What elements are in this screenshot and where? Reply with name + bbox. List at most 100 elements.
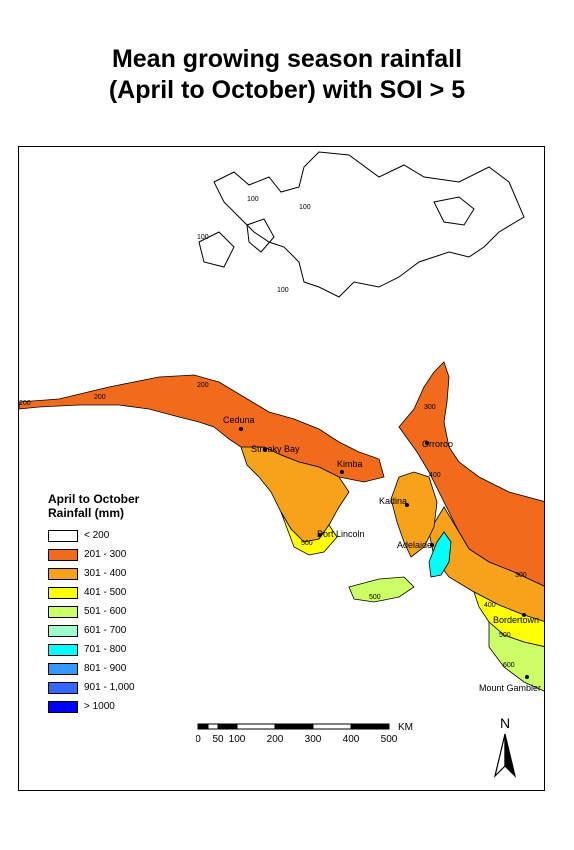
map-canvas: Ceduna Streaky Bay Kimba Orroroo Kadina … [19, 151, 544, 693]
label-ceduna: Ceduna [223, 415, 255, 425]
legend-swatch [48, 681, 78, 694]
scale-tick: 300 [305, 734, 322, 745]
scale-tick: 100 [229, 734, 246, 745]
town-dot-adelaide [430, 543, 434, 547]
town-dot-port-lincoln [318, 533, 322, 537]
legend-swatch [48, 586, 78, 599]
legend-items: < 200 201 - 300 301 - 400 401 - 500 501 - 60… [48, 526, 178, 716]
region-201-300-east [398, 361, 544, 587]
legend-swatch [48, 643, 78, 656]
region-yorke [390, 471, 438, 558]
label-orroroo: Orroroo [422, 439, 453, 449]
town-dot-ceduna [239, 427, 243, 431]
isohyet-label-200: 200 [19, 400, 31, 407]
title-line-1: Mean growing season rainfall [111, 45, 463, 73]
legend-title: April to October Rainfall (mm) [48, 492, 178, 520]
town-dot-kimba [340, 470, 344, 474]
isohyet-label-100: 100 [299, 204, 311, 211]
legend-swatch [48, 624, 78, 637]
contour-100-west [246, 218, 275, 253]
scale-tick: 50 [212, 734, 224, 745]
isohyet-label-200: 200 [197, 382, 209, 389]
label-streaky-bay: Streaky Bay [251, 444, 300, 454]
town-dot-bordertown [522, 613, 526, 617]
region-501-600-southeast [488, 621, 544, 692]
northern-contours [198, 151, 525, 298]
region-201-300-west [19, 374, 385, 483]
isohyet-labels: 100 100 100 100 200 200 200 300 400 300 … [19, 196, 527, 669]
legend-label: 401 - 500 [84, 587, 127, 598]
scale-segment [236, 723, 276, 730]
legend-item: 301 - 400 [48, 564, 178, 583]
isohyet-label-300: 300 [424, 404, 436, 411]
isohyet-label-300: 300 [515, 572, 527, 579]
legend-label: 901 - 1,000 [84, 682, 135, 693]
scale-tick: 400 [343, 734, 360, 745]
town-dot-kadina [405, 503, 409, 507]
scale-segment [217, 723, 238, 730]
north-arrow: N [490, 714, 520, 780]
scale-bar: 0 50 100 200 300 400 500 KM [195, 720, 426, 750]
isohyet-label-100: 100 [277, 287, 289, 294]
legend-label: 201 - 300 [84, 549, 127, 560]
isohyet-label-500: 500 [301, 540, 313, 547]
scale-tick: 500 [381, 734, 398, 745]
legend-title-line-2: Rainfall (mm) [48, 506, 125, 520]
region-401-500-eyre [280, 511, 338, 556]
scale-segment [197, 723, 209, 730]
scale-segment [312, 723, 352, 730]
isohyet-label-100: 100 [197, 234, 209, 241]
legend-label: 801 - 900 [84, 663, 127, 674]
scale-tick: 0 [196, 734, 201, 745]
legend-item: 801 - 900 [48, 659, 178, 678]
scale-segment [350, 723, 390, 730]
legend-title-line-1: April to October [48, 492, 140, 506]
isohyet-label-500: 500 [499, 632, 511, 639]
label-bordertown: Bordertown [493, 615, 539, 625]
label-kimba: Kimba [337, 459, 363, 469]
legend-label: < 200 [84, 530, 110, 541]
legend-item: < 200 [48, 526, 178, 545]
scale-tick: 200 [267, 734, 284, 745]
legend-item: 601 - 700 [48, 621, 178, 640]
legend-item: 701 - 800 [48, 640, 178, 659]
legend: April to October Rainfall (mm) < 200 201 … [48, 492, 178, 716]
label-port-lincoln: Port Lincoln [317, 529, 365, 539]
label-adelaide: Adelaide [397, 540, 432, 550]
isohyet-label-500: 500 [369, 594, 381, 601]
scale-segment [274, 723, 314, 730]
scale-unit: KM [398, 722, 413, 733]
town-dot-orroroo [425, 441, 429, 445]
rainfall-regions [19, 361, 544, 692]
label-mount-gambier: Mount Gambier [479, 683, 541, 693]
scale-bar-graphic: 0 50 100 200 300 400 500 KM [195, 722, 413, 745]
map-frame: Ceduna Streaky Bay Kimba Orroroo Kadina … [18, 146, 545, 791]
legend-label: 501 - 600 [84, 606, 127, 617]
legend-swatch [48, 529, 78, 542]
contour-100-north-2 [198, 231, 235, 268]
legend-label: 701 - 800 [84, 644, 127, 655]
town-dot-mount-gambier [525, 675, 529, 679]
legend-swatch [48, 605, 78, 618]
isohyet-label-200: 200 [94, 394, 106, 401]
region-adelaide-hills [428, 531, 452, 578]
isohyet-label-100: 100 [247, 196, 259, 203]
scale-segment [207, 723, 219, 730]
legend-item: > 1000 [48, 697, 178, 716]
region-kangaroo-island [348, 576, 415, 603]
isohyet-label-400: 400 [429, 472, 441, 479]
legend-swatch [48, 567, 78, 580]
legend-item: 901 - 1,000 [48, 678, 178, 697]
isohyet-label-400: 400 [484, 602, 496, 609]
legend-swatch [48, 548, 78, 561]
place-labels: Ceduna Streaky Bay Kimba Orroroo Kadina … [223, 415, 541, 693]
legend-label: 301 - 400 [84, 568, 127, 579]
legend-item: 201 - 300 [48, 545, 178, 564]
town-dot-streaky-bay [263, 448, 267, 452]
contour-100-lake [433, 196, 475, 226]
title-line-2: (April to October) with SOI > 5 [108, 76, 466, 104]
legend-label: > 1000 [84, 701, 115, 712]
north-arrow-icon: N [493, 715, 517, 778]
legend-item: 401 - 500 [48, 583, 178, 602]
legend-swatch [48, 700, 78, 713]
